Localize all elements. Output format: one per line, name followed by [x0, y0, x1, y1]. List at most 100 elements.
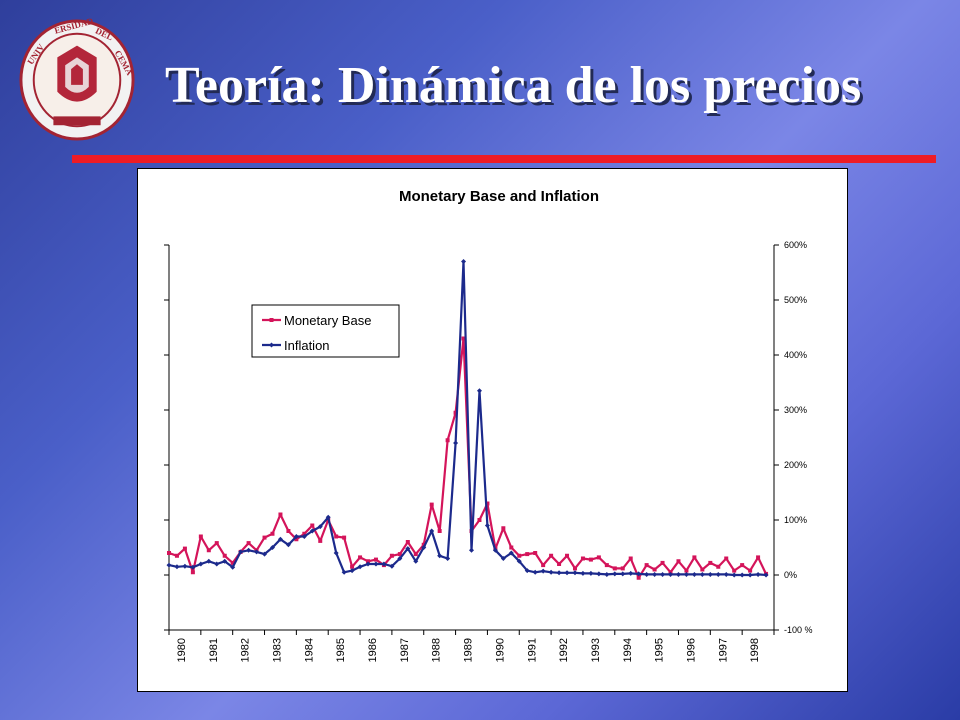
monetary-base-point [270, 531, 275, 536]
inflation-point [731, 572, 737, 578]
inflation-point [572, 570, 578, 576]
monetary-base-point [206, 548, 211, 553]
monetary-base-point [350, 564, 355, 569]
inflation-point [293, 534, 299, 539]
monetary-base-point [572, 566, 577, 571]
inflation-point [246, 547, 252, 553]
monetary-base-point [453, 410, 458, 415]
y-tick-label: 400% [784, 350, 807, 360]
inflation-point [230, 564, 236, 570]
monetary-base-point [700, 567, 705, 572]
monetary-base-point [517, 553, 522, 558]
monetary-base-point [246, 541, 251, 546]
monetary-base-point [596, 555, 601, 560]
inflation-point [421, 545, 427, 550]
inflation-point [413, 558, 419, 564]
inflation-point [469, 547, 474, 553]
monetary-base-point [565, 553, 570, 558]
monetary-base-point [302, 531, 307, 536]
x-tick-label: 1987 [399, 638, 411, 662]
legend-label: Inflation [284, 338, 330, 353]
monetary-base-point [294, 537, 299, 542]
monetary-base-point [612, 566, 617, 571]
monetary-base-point [533, 551, 538, 555]
inflation-point [532, 569, 538, 575]
monetary-base-point [421, 542, 426, 547]
inflation-point [174, 564, 180, 570]
x-tick-label: 1982 [240, 638, 252, 662]
inflation-point [254, 549, 260, 555]
monetary-base-point [660, 560, 665, 565]
chart-title: Monetary Base and Inflation [399, 188, 599, 205]
university-seal-logo: UNIV ERSIDAD DEL CEMA [19, 18, 135, 141]
inflation-point [564, 570, 570, 576]
y-tick-label: 300% [784, 405, 807, 415]
monetary-base-point [461, 336, 466, 341]
monetary-base-point [477, 518, 482, 522]
x-tick-label: 1990 [494, 638, 506, 662]
inflation-point [747, 572, 753, 578]
x-tick-label: 1986 [367, 638, 379, 662]
inflation-point [269, 545, 275, 550]
monetary-base-point [748, 568, 753, 573]
inflation-point [636, 571, 642, 577]
y-tick-label: 100% [784, 515, 807, 525]
inflation-point [524, 568, 530, 574]
monetary-base-point [222, 553, 227, 558]
inflation-point [166, 562, 172, 568]
inflation-point [628, 570, 634, 576]
inflation-point [739, 572, 745, 578]
x-tick-label: 1996 [685, 638, 697, 662]
monetary-base-point [214, 541, 219, 546]
inflation-point [381, 561, 387, 567]
x-tick-label: 1989 [463, 638, 475, 662]
monetary-base-point [580, 556, 585, 561]
monetary-base-point [692, 555, 697, 560]
x-tick-label: 1980 [176, 638, 188, 662]
inflation-point [445, 556, 451, 561]
monetary-base-point [182, 546, 187, 551]
inflation-point [301, 534, 307, 539]
monetary-base-point [342, 535, 347, 540]
x-tick-label: 1994 [622, 638, 634, 662]
x-tick-label: 1984 [303, 638, 315, 662]
inflation-point [357, 564, 363, 570]
inflation-point [317, 524, 323, 530]
inflation-point [262, 551, 268, 557]
inflation-point [333, 550, 339, 556]
inflation-point [644, 571, 650, 577]
inflation-point [715, 571, 721, 577]
inflation-point [691, 571, 697, 577]
monetary-base-point [620, 566, 625, 571]
inflation-point [476, 388, 482, 394]
monetary-base-point [366, 559, 371, 564]
page-title: Teoría: Dinámica de los precios [165, 57, 862, 114]
monetary-base-point [756, 555, 761, 560]
monetary-base-point [724, 556, 729, 561]
monetary-base-point [628, 556, 633, 561]
inflation-point [612, 571, 618, 577]
inflation-point [389, 563, 395, 569]
monetary-base-point [676, 559, 681, 564]
monetary-base-point [310, 523, 315, 528]
monetary-base-point [358, 555, 363, 560]
monetary-base-point [740, 563, 745, 568]
chart-legend: Monetary Base Inflation [251, 304, 400, 358]
inflation-point [373, 561, 379, 567]
inflation-point [325, 514, 331, 520]
inflation-point [453, 440, 459, 446]
inflation-point [437, 553, 443, 559]
inflation-point [492, 547, 498, 553]
x-tick-label: 1993 [590, 638, 602, 662]
inflation-point [699, 571, 705, 577]
x-tick-label: 1998 [749, 638, 761, 662]
inflation-point [341, 569, 347, 575]
legend-box [251, 304, 400, 358]
monetary-base-point [588, 557, 593, 562]
monetary-base-point [684, 568, 689, 573]
monetary-base-point [230, 560, 235, 565]
x-tick-label: 1997 [717, 638, 729, 662]
inflation-point [461, 259, 467, 264]
monetary-base-point [501, 526, 506, 531]
monetary-base-point [286, 529, 291, 533]
